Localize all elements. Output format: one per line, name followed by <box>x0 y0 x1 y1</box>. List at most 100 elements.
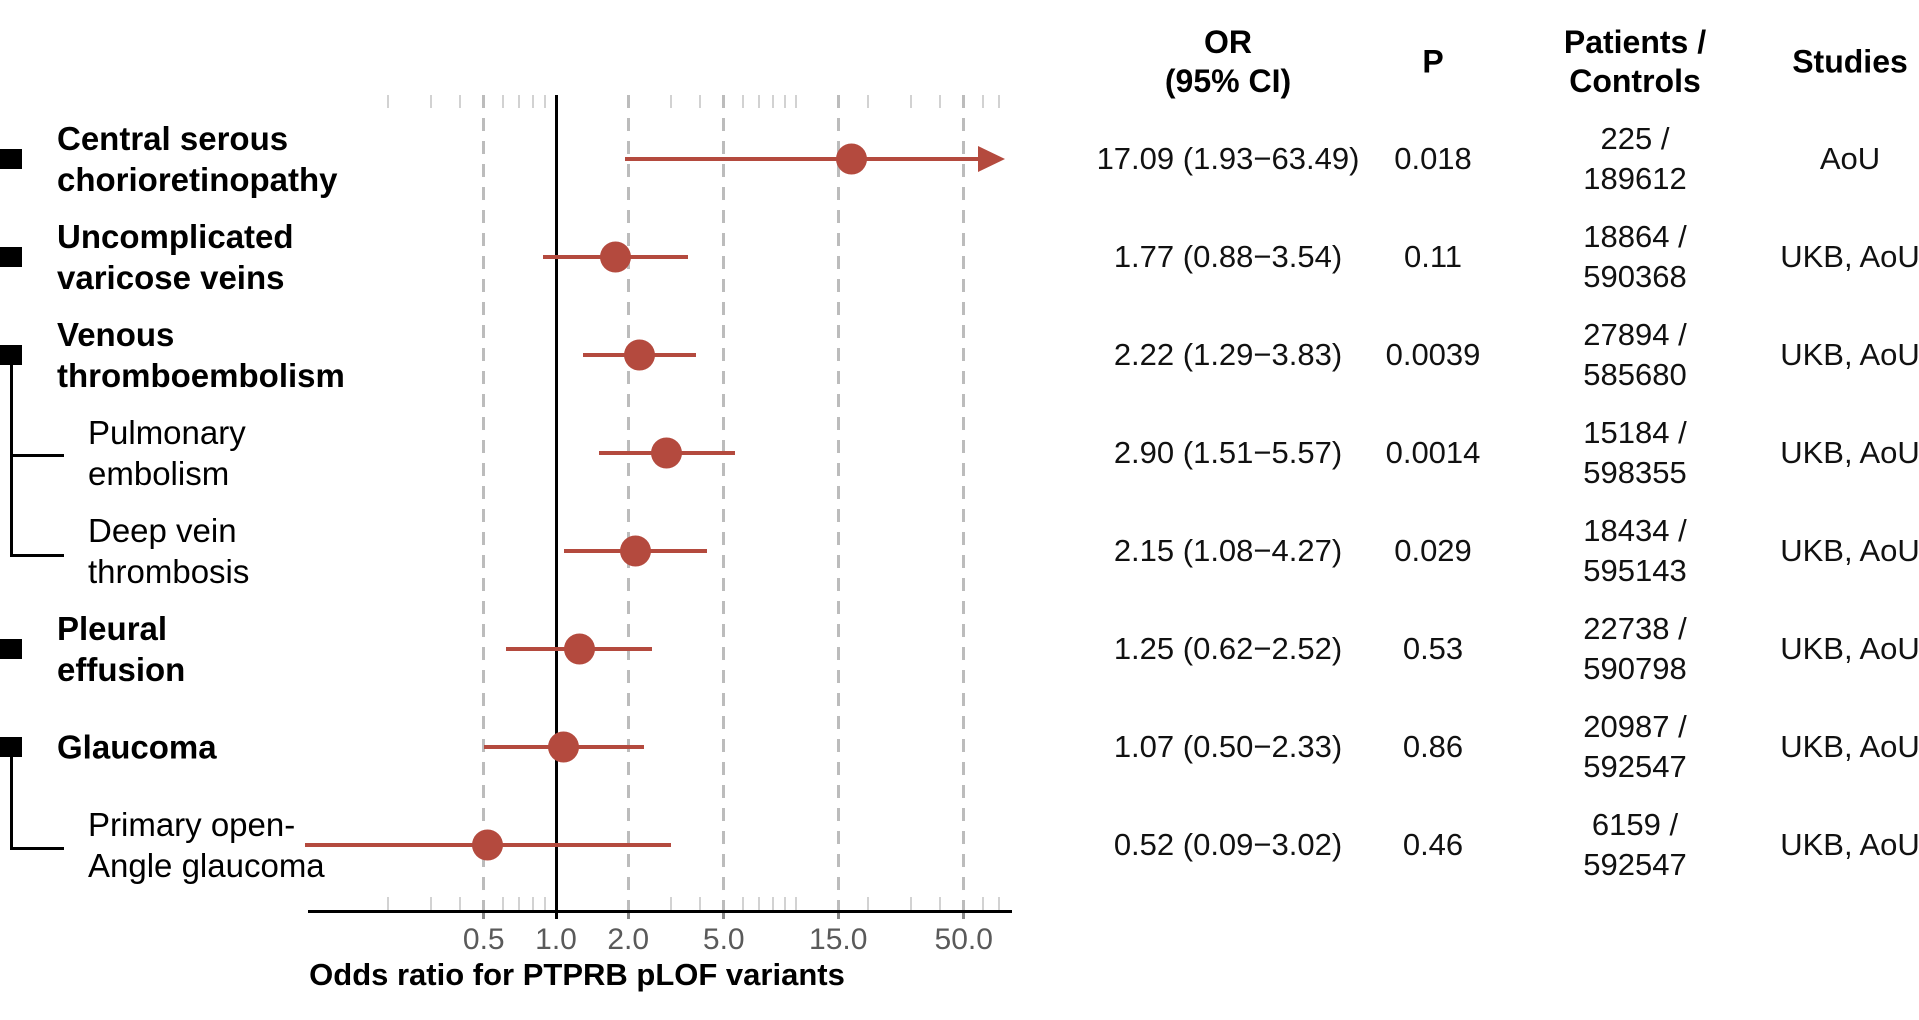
or-ci-value: 2.90 (1.51−5.57) <box>1113 435 1343 470</box>
studies-value: UKB, AoU <box>1780 533 1919 568</box>
minor-log-tick <box>531 95 534 108</box>
p-value: 0.0039 <box>1385 337 1481 372</box>
header-line: Controls <box>1569 63 1701 99</box>
controls-count: 598355 <box>1583 455 1687 490</box>
minor-log-tick <box>741 95 744 108</box>
patients-count: 20987 / <box>1583 709 1687 744</box>
x-tick-label: 5.0 <box>702 923 745 956</box>
studies-value: UKB, AoU <box>1780 631 1919 666</box>
column-header-or-ci: OR (95% CI) <box>1165 23 1291 101</box>
hierarchy-connector-line <box>10 847 64 850</box>
or-ci-value: 17.09 (1.93−63.49) <box>1096 141 1360 176</box>
minor-log-tick <box>429 897 432 910</box>
column-header-studies: Studies <box>1792 43 1908 80</box>
minor-log-tick <box>669 95 672 108</box>
ci-clipped-arrow-right-icon <box>978 146 1005 172</box>
minor-log-tick <box>459 95 462 108</box>
minor-log-tick <box>909 95 912 108</box>
minor-log-tick <box>757 95 760 108</box>
condition-label-central-serous-chorioretinopathy: Central serous chorioretinopathy <box>57 118 338 200</box>
p-value: 0.11 <box>1403 239 1463 274</box>
minor-log-tick <box>981 897 984 910</box>
label-line: Central serous <box>57 120 289 157</box>
column-header-p: P <box>1422 43 1444 80</box>
label-line: Glaucoma <box>57 728 217 766</box>
studies-value: UKB, AoU <box>1780 827 1919 862</box>
group-marker-square <box>0 639 22 659</box>
group-marker-square <box>0 247 22 267</box>
patients-count: 15184 / <box>1583 415 1687 450</box>
label-line: Primary open- <box>88 806 296 843</box>
minor-log-tick <box>699 95 702 108</box>
x-tick-label: 0.5 <box>462 923 505 956</box>
label-line: Deep vein <box>88 512 237 549</box>
minor-log-tick <box>795 95 797 108</box>
header-line: (95% CI) <box>1164 63 1292 99</box>
controls-count: 590368 <box>1583 259 1687 294</box>
or-point-marker <box>623 339 655 371</box>
minor-log-tick <box>517 95 520 108</box>
hierarchy-connector-line <box>10 554 64 557</box>
x-tick-label: 15.0 <box>809 923 868 956</box>
condition-label-primary-open-angle-glaucoma: Primary open- Angle glaucoma <box>88 804 325 886</box>
or-point-marker <box>472 829 504 861</box>
or-point-marker <box>651 437 683 469</box>
label-line: Pulmonary <box>88 414 246 451</box>
x-axis-title: Odds ratio for PTPRB pLOF variants <box>309 957 845 992</box>
patients-controls-value: 18434 / 595143 <box>1583 511 1686 591</box>
studies-value: UKB, AoU <box>1780 729 1919 764</box>
x-axis-tick <box>482 910 486 919</box>
minor-log-tick <box>771 897 774 910</box>
minor-log-tick <box>867 95 870 108</box>
gridline <box>836 95 840 910</box>
x-tick-label: 1.0 <box>535 923 577 956</box>
group-marker-square <box>0 737 22 757</box>
ci-line <box>624 157 982 161</box>
patients-controls-value: 20987 / 592547 <box>1583 707 1686 787</box>
minor-log-tick <box>909 897 912 910</box>
minor-log-tick <box>997 95 1000 108</box>
label-line: chorioretinopathy <box>57 161 338 198</box>
label-line: thromboembolism <box>57 357 345 394</box>
studies-value: UKB, AoU <box>1780 337 1919 372</box>
condition-label-deep-vein-thrombosis: Deep vein thrombosis <box>88 510 249 592</box>
group-marker-square <box>0 345 22 365</box>
gridline <box>962 95 966 910</box>
minor-log-tick <box>429 95 432 108</box>
condition-label-uncomplicated-varicose-veins: Uncomplicated varicose veins <box>57 216 294 298</box>
label-line: thrombosis <box>88 553 250 590</box>
x-axis-tick <box>962 910 966 919</box>
patients-controls-value: 22738 / 590798 <box>1583 609 1686 689</box>
x-axis-tick <box>554 910 558 919</box>
minor-log-tick <box>867 897 870 910</box>
p-value: 0.46 <box>1402 827 1464 862</box>
p-value: 0.53 <box>1402 631 1464 666</box>
or-ci-value: 1.77 (0.88−3.54) <box>1113 239 1343 274</box>
or-ci-value: 1.25 (0.62−2.52) <box>1113 631 1343 666</box>
label-line: effusion <box>57 651 186 688</box>
minor-log-tick <box>459 897 462 910</box>
patients-count: 18864 / <box>1583 219 1687 254</box>
minor-log-tick <box>795 897 797 910</box>
header-line: Patients / <box>1563 24 1707 60</box>
patients-controls-value: 6159 / 592547 <box>1583 805 1686 885</box>
minor-log-tick <box>387 897 390 910</box>
hierarchy-connector-line <box>10 755 13 850</box>
or-point-marker <box>620 535 652 567</box>
controls-count: 189612 <box>1583 161 1687 196</box>
column-header-patients-controls: Patients / Controls <box>1564 23 1706 101</box>
minor-log-tick <box>501 95 504 108</box>
p-value: 0.0014 <box>1385 435 1481 470</box>
minor-log-tick <box>517 897 520 910</box>
x-axis-line <box>308 910 1012 913</box>
label-line: Pleural <box>57 610 168 647</box>
gridline <box>722 95 726 910</box>
patients-controls-value: 18864 / 590368 <box>1583 217 1686 297</box>
hierarchy-connector-line <box>10 363 13 557</box>
x-axis-tick <box>836 910 840 919</box>
controls-count: 590798 <box>1583 651 1687 686</box>
minor-log-tick <box>997 897 1000 910</box>
reference-line-or-1 <box>554 95 558 910</box>
minor-log-tick <box>531 897 534 910</box>
